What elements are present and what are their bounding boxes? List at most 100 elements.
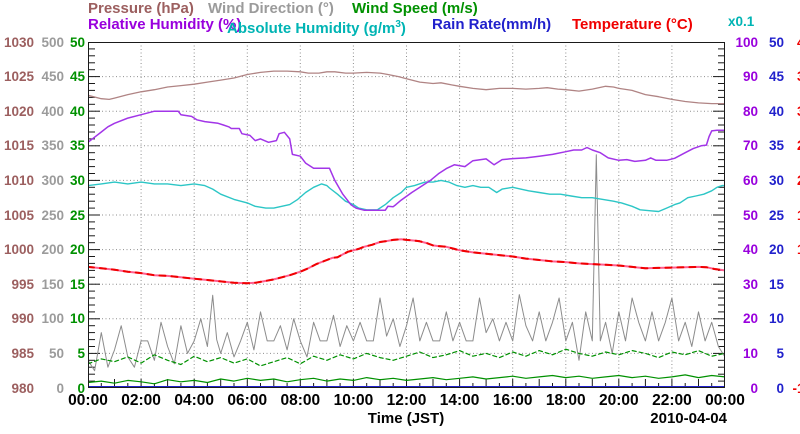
tick-pressure-1005: 1005 [3,207,34,223]
legend-absolute-humidity: Absolute Humidity (g/m3) [227,17,406,37]
tick-rain-20: 20 [768,242,784,258]
series-pressure [88,70,725,105]
tick-wind_dir-50: 50 [48,345,64,361]
tick-temp-35: 35 [786,68,800,85]
tick-time-3: 06:00 [227,392,268,409]
tick-wind_speed-20: 20 [69,242,85,258]
tick-rh-90: 90 [742,69,758,85]
tick-temp-30: 30 [786,103,800,120]
tick-rain-15: 15 [768,276,784,292]
tick-temp--10: -10 [792,380,800,396]
tick-wind_dir-500: 500 [41,34,64,50]
tick-wind_speed-30: 30 [69,172,85,188]
tick-wind_speed-10: 10 [69,311,85,327]
tick-time-6: 12:00 [386,392,427,409]
tick-rh-80: 80 [742,103,758,119]
tick-wind_dir-0: 0 [56,380,64,396]
series-temperature-layer1 [88,238,725,285]
tick-time-2: 04:00 [174,392,214,409]
tick-pressure-995: 995 [11,276,34,292]
tick-rh-60: 60 [742,172,758,188]
tick-temp-15: 15 [786,207,800,224]
tick-time-4: 08:00 [280,392,321,409]
tick-time-9: 18:00 [545,392,586,409]
tick-time-1: 02:00 [121,392,161,409]
scale-note-x0.1: x0.1 [728,14,755,29]
tick-pressure-1030: 1030 [3,34,34,50]
series-wind_direction [88,154,725,372]
tick-time-10: 20:00 [599,392,639,409]
tick-pressure-1015: 1015 [3,138,34,154]
tick-wind_speed-0: 0 [77,380,85,396]
tick-rain-30: 30 [768,172,784,188]
tick-wind_dir-450: 450 [41,69,64,85]
tick-pressure-1000: 1000 [3,242,34,258]
tick-wind_dir-250: 250 [41,207,64,223]
tick-wind_dir-400: 400 [41,103,64,119]
legend-pressure: Pressure (hPa) [88,0,194,17]
legend-ah-prefix: Absolute Humidity (g/m [227,20,396,37]
tick-time-12: 00:00 [705,392,745,409]
tick-rain-40: 40 [768,103,784,119]
tick-rh-30: 30 [742,276,758,292]
legend-wind-speed: Wind Speed (m/s) [352,0,478,17]
tick-temp-40: 40 [786,34,800,51]
tick-rh-70: 70 [742,138,758,154]
plot-area [88,42,725,388]
legend-rain-rate: Rain Rate(mm/h) [432,16,552,33]
tick-rain-0: 0 [776,380,784,396]
tick-pressure-1020: 1020 [3,103,34,119]
x-axis-title: Time (JST) [367,410,445,427]
tick-pressure-1010: 1010 [3,172,34,188]
tick-wind_dir-100: 100 [41,311,64,327]
series-relative_humidity [88,110,725,211]
tick-time-7: 14:00 [439,392,480,409]
tick-rain-10: 10 [768,311,784,327]
legend-wind-direction: Wind Direction (°) [208,0,334,17]
tick-wind_dir-150: 150 [41,276,64,292]
tick-wind_speed-25: 25 [69,207,85,223]
tick-wind_speed-5: 5 [77,345,85,361]
tick-time-8: 16:00 [492,392,533,409]
tick-temp--5: -5 [786,345,800,362]
plot-frame [88,42,725,388]
series-wind_speed [88,374,725,385]
legend-relative-humidity: Relative Humidity (%) [88,16,242,33]
legend-ah-sup: 3 [395,19,401,30]
tick-temp-25: 25 [786,137,800,154]
tick-rain-5: 5 [776,345,784,361]
tick-rh-20: 20 [742,311,758,327]
tick-time-5: 10:00 [333,392,374,409]
tick-rh-40: 40 [742,242,758,258]
tick-temp-0: 0 [786,310,800,327]
tick-rain-45: 45 [768,69,784,85]
tick-rh-100: 100 [735,34,758,50]
tick-wind_dir-200: 200 [41,242,64,258]
tick-temp-20: 20 [786,172,800,189]
tick-wind_speed-50: 50 [69,34,85,50]
tick-rain-25: 25 [768,207,784,223]
tick-wind_dir-300: 300 [41,172,64,188]
legend-temperature: Temperature (°C) [572,16,693,33]
tick-pressure-990: 990 [11,311,34,327]
tick-temp-5: 5 [786,276,800,293]
tick-rh-10: 10 [742,345,758,361]
chart-date: 2010-04-04 [650,410,727,427]
tick-wind_speed-15: 15 [69,276,85,292]
series-absolute_humidity [88,179,725,213]
tick-temp-10: 10 [786,241,800,258]
tick-rain-35: 35 [768,138,784,154]
tick-wind_speed-35: 35 [69,138,85,154]
tick-rh-50: 50 [742,207,758,223]
tick-rain-50: 50 [768,34,784,50]
tick-pressure-985: 985 [11,345,34,361]
legend-ah-suffix: ) [400,20,406,37]
tick-time-0: 00:00 [68,392,108,409]
tick-wind_dir-350: 350 [41,138,64,154]
tick-rh-0: 0 [750,380,758,396]
tick-time-11: 22:00 [652,392,692,409]
tick-pressure-1025: 1025 [3,69,34,85]
tick-wind_speed-45: 45 [69,69,85,85]
series-wind_gust_dashed [88,348,725,367]
tick-wind_speed-40: 40 [69,103,85,119]
